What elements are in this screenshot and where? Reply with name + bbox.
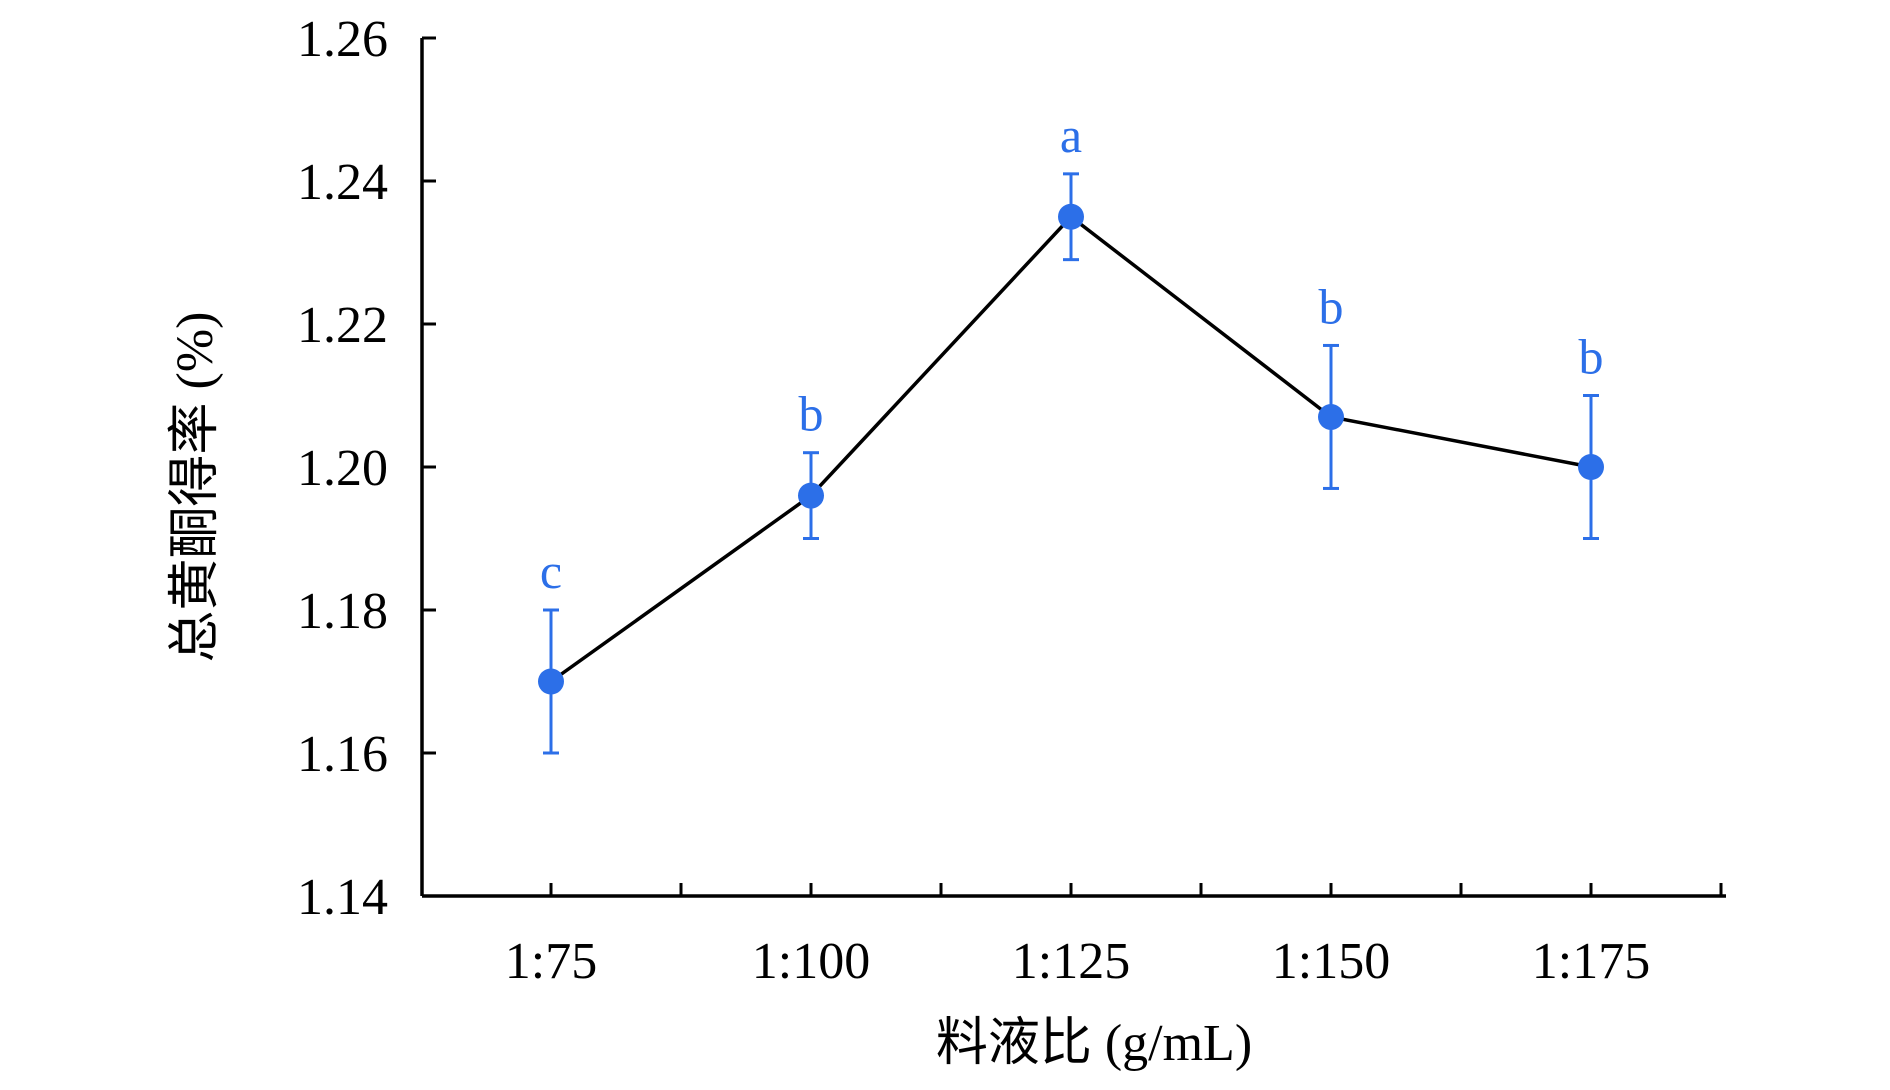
y-tick-label: 1.24 xyxy=(297,154,388,211)
y-tick-label: 1.18 xyxy=(297,583,388,640)
x-ticks: 1:75 1:100 1:125 1:150 1:175 xyxy=(420,883,1723,990)
significance-label: c xyxy=(540,543,562,599)
significance-label: b xyxy=(1319,278,1344,334)
y-tick-label: 1.20 xyxy=(297,440,388,497)
axes xyxy=(420,38,1726,898)
significance-labels: c b a b b xyxy=(540,107,1604,599)
y-tick-label: 1.26 xyxy=(297,11,388,68)
y-tick-label: 1.16 xyxy=(297,726,388,783)
x-tick-label: 1:150 xyxy=(1272,933,1390,990)
data-point xyxy=(798,482,824,509)
series-line-layer xyxy=(549,214,1592,683)
data-points xyxy=(538,203,1604,695)
y-axis-title: 总黄酮得率 (%) xyxy=(167,312,224,663)
y-ticks: 1.14 1.16 1.18 1.20 1.22 1.24 1.26 xyxy=(297,11,436,926)
significance-label: b xyxy=(799,386,824,442)
data-point xyxy=(1318,403,1344,430)
x-tick-label: 1:125 xyxy=(1012,933,1130,990)
x-tick-label: 1:175 xyxy=(1532,933,1650,990)
significance-label: b xyxy=(1579,329,1604,385)
x-tick-label: 1:75 xyxy=(505,933,597,990)
error-bars xyxy=(543,172,1599,755)
series-line xyxy=(549,214,1592,683)
data-point xyxy=(538,668,564,695)
data-point xyxy=(1058,203,1084,230)
x-tick-label: 1:100 xyxy=(752,933,870,990)
significance-label: a xyxy=(1060,107,1082,163)
y-tick-label: 1.22 xyxy=(297,297,388,354)
y-tick-label: 1.14 xyxy=(297,869,388,926)
x-axis-title: 料液比 (g/mL) xyxy=(936,1015,1252,1072)
data-point xyxy=(1578,454,1604,480)
